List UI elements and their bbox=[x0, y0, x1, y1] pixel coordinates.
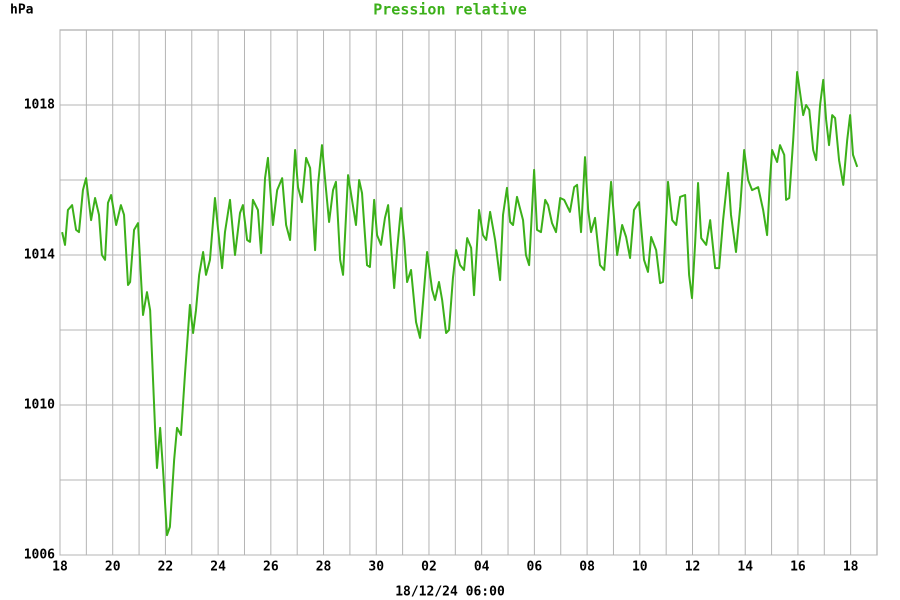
y-tick-label: 1014 bbox=[24, 248, 55, 263]
x-tick-label: 08 bbox=[579, 560, 595, 575]
x-tick-label: 20 bbox=[105, 560, 121, 575]
x-tick-label: 26 bbox=[263, 560, 279, 575]
x-tick-label: 16 bbox=[790, 560, 806, 575]
y-tick-label: 1006 bbox=[24, 548, 55, 563]
y-axis-label: hPa bbox=[10, 3, 34, 18]
x-tick-label: 12 bbox=[685, 560, 701, 575]
x-tick-label: 10 bbox=[632, 560, 648, 575]
x-tick-label: 30 bbox=[368, 560, 384, 575]
pressure-line bbox=[61, 71, 859, 537]
x-axis-label: 18/12/24 06:00 bbox=[395, 585, 505, 600]
chart-title: Pression relative bbox=[373, 1, 527, 19]
x-tick-label: 18 bbox=[52, 560, 68, 575]
x-tick-label: 04 bbox=[474, 560, 490, 575]
x-tick-label: 06 bbox=[527, 560, 543, 575]
y-tick-label: 1018 bbox=[24, 98, 55, 113]
x-tick-label: 22 bbox=[158, 560, 174, 575]
x-tick-label: 28 bbox=[316, 560, 332, 575]
x-tick-label: 02 bbox=[421, 560, 437, 575]
x-tick-label: 14 bbox=[737, 560, 753, 575]
plot-frame bbox=[59, 29, 878, 556]
x-tick-label: 18 bbox=[843, 560, 859, 575]
y-tick-label: 1010 bbox=[24, 398, 55, 413]
x-tick-label: 24 bbox=[210, 560, 226, 575]
